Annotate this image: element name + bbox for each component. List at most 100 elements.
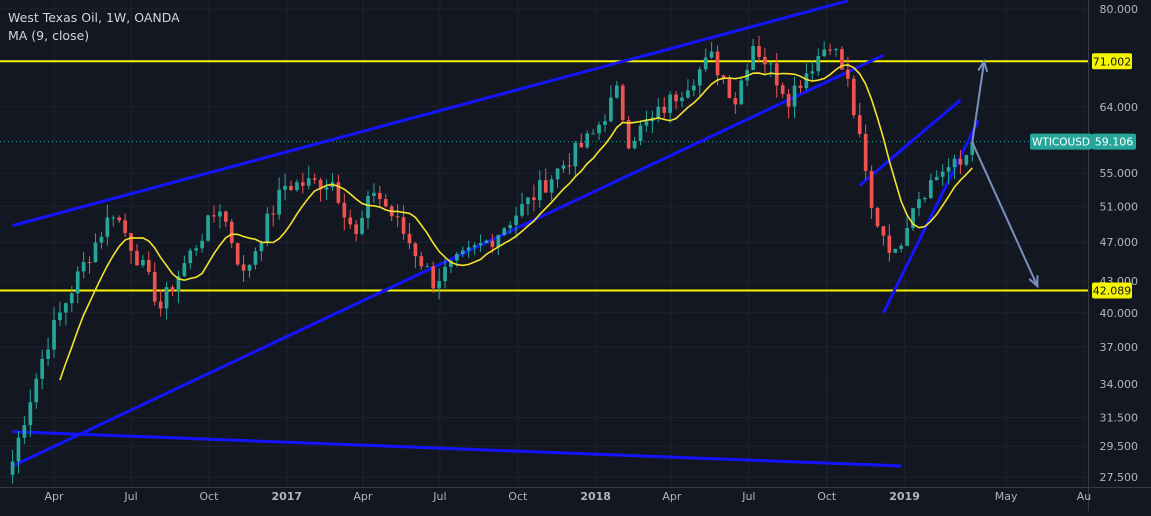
candle-body [395,216,400,218]
candle-body [413,243,418,257]
x-tick-label: 2017 [271,490,302,503]
candle-body [810,71,815,74]
candle-body [366,195,370,218]
candle-body [46,349,50,359]
level-price-tag [1092,282,1132,299]
candle-body [703,57,708,70]
candle-body [840,49,844,70]
x-tick-label: Oct [817,490,837,503]
candle-body [146,259,151,272]
candle-body [958,158,963,165]
candle-body [964,154,969,165]
candle-body [419,256,424,267]
candle-body [798,85,803,89]
candle-body [591,133,595,135]
candle-body [970,141,975,155]
candle-body [40,358,45,379]
candle-body [478,243,483,246]
candle-body [674,94,678,102]
candle-body [816,56,821,72]
chart-legend: West Texas Oil, 1W, OANDA MA (9, close) [8,9,180,45]
candle-body [573,142,578,167]
candle-body [10,461,15,475]
candle-body [188,250,193,264]
candle-body [194,248,199,251]
candle-body [295,182,299,191]
candle-body [846,69,850,79]
candle-body [378,192,382,200]
candle-body [561,165,566,169]
candle-body [543,180,548,193]
candle-body [668,94,672,113]
candle-body [449,260,453,267]
candle-body [58,312,62,321]
candle-body [597,124,601,134]
trendline [882,120,980,314]
x-tick-label: Au [1077,490,1092,503]
candle-body [484,240,489,244]
candle-body [229,221,234,244]
candle-body [69,293,74,304]
candle-body [763,56,767,65]
x-tick-label: 2019 [889,490,920,503]
candle-body [887,235,892,253]
candle-body [928,180,933,199]
candle-body [354,224,358,234]
y-tick-label: 31.500 [1100,411,1139,424]
candle-body [893,248,898,253]
last-price-tag [1092,133,1136,150]
candle-body [917,199,921,209]
candle-body [283,185,287,190]
candle-body [324,187,329,190]
candle-body [692,85,696,91]
candle-body [93,242,98,263]
candle-body [644,121,649,126]
candle-body [680,97,684,102]
candle-body [733,98,738,105]
candle-body [253,251,258,265]
candle-body [472,245,477,248]
candle-body [526,197,530,205]
candle-body [34,378,39,403]
candle-body [372,192,376,196]
candle-body [881,226,886,236]
x-tick-label: Apr [45,490,65,503]
candle-body [905,227,909,246]
candle-body [614,85,619,98]
candle-body [739,80,744,105]
x-tick-label: Oct [508,490,528,503]
candle-body [152,271,157,302]
x-tick-label: Jul [741,490,755,503]
candle-body [496,234,501,247]
candle-body [318,179,323,190]
symbol-tag-label: WTICOUSD [1032,137,1090,149]
candle-body [632,141,637,149]
candle-body [620,85,625,121]
candle-body [828,49,832,51]
candle-body [899,245,904,249]
candle-body [460,250,465,254]
candle-body [164,287,169,309]
candle-body [804,73,809,89]
candle-body [869,170,874,208]
candle-body [502,228,507,235]
y-tick-label: 27.500 [1100,471,1139,484]
forecast-arrow-head [1028,275,1039,289]
candle-body [727,78,732,99]
candle-body [200,240,204,249]
candle-body [792,85,797,107]
level-price-tag [1092,53,1132,70]
y-tick-label: 29.500 [1100,440,1139,453]
candle-body [52,320,56,350]
candle-body [537,180,542,201]
candle-body [520,204,524,216]
candle-body [170,287,175,292]
candle-body [466,247,471,251]
candle-body [336,182,341,203]
indicator-label: MA (9, close) [8,28,90,43]
candle-body [247,264,252,271]
candle-body [407,233,412,244]
candle-body [851,78,856,116]
